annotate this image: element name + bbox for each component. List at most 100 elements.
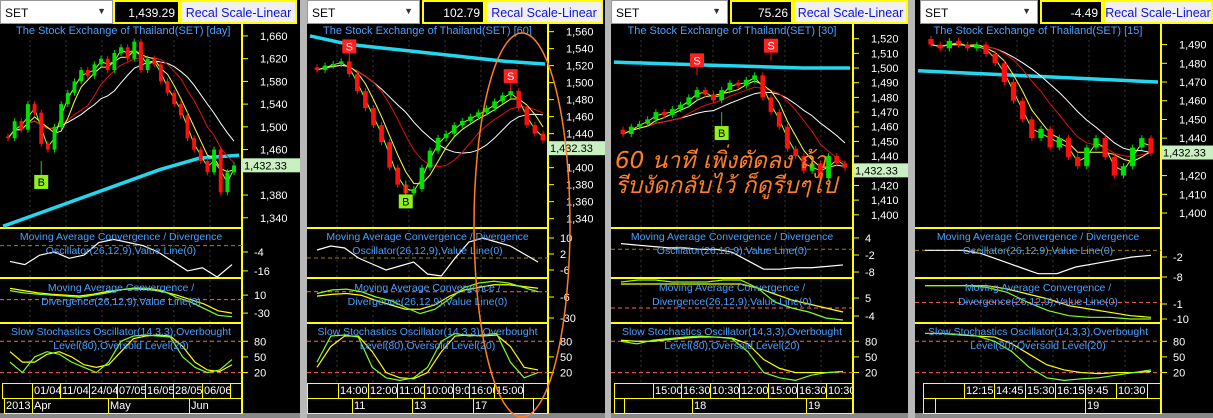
ma-8-line <box>7 56 235 163</box>
recal-scale-button[interactable]: Recal Scale-Linear <box>793 0 908 24</box>
last-price-box <box>1161 145 1213 160</box>
recal-scale-button[interactable]: Recal Scale-Linear <box>180 0 297 24</box>
candle-up <box>645 119 651 124</box>
indicator-label-stoch: Slow Stochastics Oscillator(14,3,3),Over… <box>611 325 853 353</box>
indicator-label-line: Moving Average Convergence / <box>964 282 1112 294</box>
candle-down <box>760 75 766 98</box>
indicator-tick-label: -8 <box>1173 272 1183 284</box>
indicator-label-line: Oscillator(26,12,9),Value Line(0) <box>656 245 808 257</box>
indicator-tick-label: 20 <box>1173 368 1185 380</box>
signal-label: S <box>767 41 774 53</box>
symbol-value: SET <box>312 6 336 20</box>
candle-up <box>443 133 449 138</box>
time-axis-label: 19 <box>806 398 854 414</box>
candle-down <box>1111 156 1117 176</box>
candle-up <box>809 163 815 171</box>
chevron-down-icon[interactable]: ▼ <box>97 6 106 16</box>
candle-up <box>678 104 683 110</box>
candle-down <box>32 104 37 113</box>
candle-down <box>1102 138 1108 157</box>
indicator-label-macd: Moving Average Convergence / Divergence(2… <box>915 281 1161 309</box>
price-tick-label: 1,450 <box>871 136 899 148</box>
price-tick-label: 1,420 <box>1179 171 1207 183</box>
indicator-tick-label: -4 <box>254 247 264 259</box>
horizontal-scrollbar[interactable] <box>0 413 300 418</box>
time-axis-label: 10:00 <box>424 383 454 399</box>
chevron-down-icon[interactable]: ▼ <box>404 6 413 16</box>
candle-up <box>508 91 514 96</box>
candle-down <box>85 70 90 76</box>
time-axis-label <box>1147 383 1162 399</box>
chevron-down-icon[interactable]: ▼ <box>1022 6 1031 16</box>
candle-down <box>992 53 998 64</box>
symbol-dropdown[interactable]: SET ▼ <box>611 0 728 24</box>
price-tick-label: 1,380 <box>566 180 594 192</box>
recal-scale-button[interactable]: Recal Scale-Linear <box>1103 0 1213 24</box>
last-price-label: 1,432.33 <box>550 143 593 155</box>
candle-up <box>694 90 700 98</box>
price-tick-label: 1,440 <box>1179 133 1207 145</box>
price-tick-label: 1,480 <box>1179 58 1207 70</box>
candle-down <box>817 163 823 179</box>
candle-up <box>338 61 344 64</box>
time-axis-label: 16:30 <box>797 383 827 399</box>
indicator-label-stoch: Slow Stochastics Oscillator(14,3,3),Over… <box>915 325 1161 353</box>
indicator-value: 75.26 <box>730 0 793 24</box>
ma-2-line <box>930 42 1152 172</box>
indicator-label-line: Divergence(26,12,9),Value Line(0) <box>958 296 1118 308</box>
recal-scale-button[interactable]: Recal Scale-Linear <box>485 0 603 24</box>
last-price-box <box>242 158 300 173</box>
price-tick-label: 1,400 <box>871 210 899 222</box>
time-axis-label: 2013 <box>4 398 33 414</box>
indicator-tick-label: -8 <box>865 267 875 279</box>
symbol-value: SET <box>925 6 949 20</box>
time-axis-label: 9:45 <box>1085 383 1117 399</box>
price-tick-label: 1,340 <box>260 213 288 225</box>
chart-panel: SET ▼ 1,439.29 Recal Scale-Linear The St… <box>0 0 300 418</box>
symbol-dropdown[interactable]: SET ▼ <box>307 0 420 24</box>
candle-up <box>52 126 57 150</box>
price-tick-label: 1,620 <box>260 54 288 66</box>
candle-down <box>198 149 203 161</box>
time-axis-label: 15:00 <box>768 383 798 399</box>
indicator-value: 1,439.29 <box>113 0 180 24</box>
candle-down <box>1029 119 1035 139</box>
price-tick-label: 1,440 <box>566 129 594 141</box>
symbol-dropdown[interactable]: SET ▼ <box>920 0 1038 24</box>
time-axis-label: Jun <box>189 398 243 414</box>
indicator-label-line: Moving Average Convergence / Divergence <box>936 231 1140 243</box>
ma-4-line <box>930 44 1152 163</box>
horizontal-scrollbar[interactable] <box>611 413 908 418</box>
time-axis-label: 15:00 <box>494 383 524 399</box>
indicator-label-line: Moving Average Convergence / <box>658 282 806 294</box>
time-axis-label: 11:00 <box>397 383 425 399</box>
candle-down <box>192 138 197 150</box>
indicator-label-line: Slow Stochastics Oscillator(14,3,3),Over… <box>621 326 842 338</box>
symbol-value: SET <box>616 6 640 20</box>
chevron-down-icon[interactable]: ▼ <box>712 6 721 16</box>
time-axis-label: 15:00 <box>653 383 682 399</box>
candle-down <box>371 108 376 126</box>
indicator-label-line: Divergence(26,12,9),Value Line(0) <box>652 296 812 308</box>
candle-up <box>727 82 733 91</box>
horizontal-scrollbar[interactable] <box>307 413 605 418</box>
price-tick-label: 1,500 <box>871 63 899 75</box>
candle-down <box>19 121 24 130</box>
last-price-label: 1,432.33 <box>855 165 898 177</box>
price-tick-label: 1,470 <box>871 107 899 119</box>
sell-signal <box>764 38 778 53</box>
price-tick-label: 1,540 <box>260 99 288 111</box>
candle-down <box>218 149 223 193</box>
price-tick-label: 1,380 <box>260 190 288 202</box>
candle-up <box>92 64 97 76</box>
time-axis-label: 10:30 <box>1116 383 1148 399</box>
candle-up <box>476 112 481 117</box>
candle-up <box>1120 166 1127 176</box>
indicator-value: 102.79 <box>422 0 485 24</box>
price-tick-label: 1,410 <box>1179 189 1207 201</box>
horizontal-scrollbar[interactable] <box>915 413 1213 418</box>
time-axis-label: 06/06 <box>202 383 231 399</box>
last-price-label: 1,432.33 <box>1163 148 1206 160</box>
last-price-box <box>853 163 908 178</box>
symbol-dropdown[interactable]: SET ▼ <box>0 0 113 24</box>
